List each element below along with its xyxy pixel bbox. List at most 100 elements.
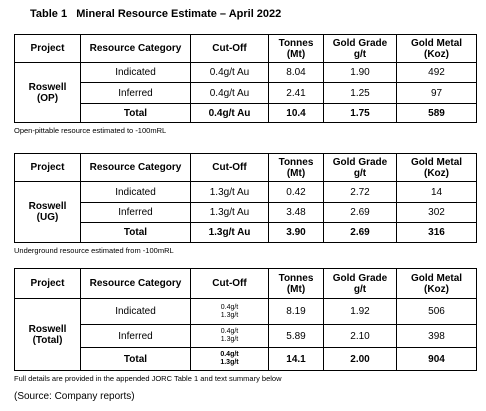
header-text: Cut-Off [212,43,247,54]
metal-cell: 14 [396,181,477,203]
metal-cell: 316 [396,222,477,243]
cutoff-text: 1.3g/t Au [209,186,250,198]
data-row: Roswell (OP) Indicated 0.4g/t Au 8.04 1.90 492 [14,62,477,123]
resource-table: Project Resource Category Cut-Off Tonnes (Mt… [14,153,477,243]
tonnes-cell: 3.48 [268,202,324,223]
cutoff-cell: 0.4g/t Au [190,62,269,83]
cutoff-cell: 1.3g/t Au [190,181,269,203]
tonnes-cell: 2.41 [268,82,324,104]
category-cell: Total [80,103,191,123]
cutoff-text: 0.4g/t [220,328,239,335]
cutoff-cell: 0.4g/t 1.3g/t [190,324,269,348]
header-text: Tonnes [278,156,314,168]
header-text: Resource Category [89,278,182,289]
header-text: (Koz) [424,283,449,295]
header-cell: Gold Metal (Koz) [396,268,477,299]
tonnes-cell: 3.90 [268,222,324,243]
title: Table 1 Mineral Resource Estimate – Apri… [30,8,282,20]
tonnes-cell: 14.1 [268,347,324,371]
header-text: g/t [353,283,367,295]
metal-cell: 97 [396,82,477,104]
cutoff-text: 1.3g/t Au [208,227,251,238]
table-note: Underground resource estimated from -100… [14,246,174,255]
header-cell: Project [14,268,81,299]
header-text: (Koz) [424,48,449,60]
resource-table: Project Resource Category Cut-Off Tonnes (Mt… [14,268,477,371]
project-cell: Roswell (Total) [14,298,81,371]
resource-table: Project Resource Category Cut-Off Tonnes (Mt… [14,34,477,123]
header-row: Project Resource Category Cut-Off Tonnes (Mt… [14,268,477,299]
header-cell: Gold Grade g/t [323,268,397,299]
data-row: Total 0.4g/t Au 10.4 1.75 589 [15,103,477,123]
header-row: Project Resource Category Cut-Off Tonnes (Mt… [14,34,477,63]
header-cell: Resource Category [80,268,191,299]
header-cell: Cut-Off [190,268,269,299]
metal-cell: 904 [396,347,477,371]
tonnes-cell: 10.4 [268,103,324,123]
category-cell: Indicated [80,298,191,325]
header-cell: Tonnes (Mt) [268,268,324,299]
cutoff-text: 0.4g/t Au [209,67,250,78]
header-text: Tonnes [278,37,314,49]
data-row: Inferred 1.3g/t Au 3.48 2.69 302 [15,202,477,223]
grade-cell: 2.00 [323,347,397,371]
project-cell: Roswell (UG) [14,181,81,243]
header-text: Gold Metal [410,37,463,49]
cutoff-cell: 1.3g/t Au [190,202,269,223]
project-text: (Total) [32,334,63,346]
cutoff-text: 1.3g/t [220,359,239,366]
data-row: Roswell (UG) Indicated 1.3g/t Au 0.42 2.72 14 [14,181,477,243]
header-text: Gold Metal [410,272,463,284]
grade-cell: 2.69 [323,202,397,223]
grade-cell: 1.90 [323,62,397,83]
grade-cell: 1.92 [323,298,397,325]
cutoff-cell: 0.4g/t Au [190,82,269,104]
cutoff-cell: 1.3g/t Au [190,222,269,243]
tonnes-cell: 0.42 [268,181,324,203]
cutoff-text: 1.3g/t Au [209,207,250,218]
grade-cell: 2.10 [323,324,397,348]
table-block: Project Resource Category Cut-Off Tonnes (Mt… [14,34,477,135]
project-text: Roswell [28,81,67,93]
header-text: Gold Metal [410,156,463,168]
header-text: Cut-Off [212,162,247,173]
header-cell: Cut-Off [190,34,269,63]
grade-cell: 1.75 [323,103,397,123]
project-text: (UG) [36,212,59,223]
cutoff-text: 0.4g/t Au [209,87,250,99]
grade-cell: 2.69 [323,222,397,243]
cutoff-cell: 0.4g/t Au [190,103,269,123]
table-note: Open-pittable resource estimated to -100… [14,126,167,135]
header-cell: Gold Metal (Koz) [396,153,477,182]
header-text: Resource Category [89,43,182,54]
header-cell: Resource Category [80,153,191,182]
header-text: g/t [353,48,367,60]
metal-cell: 506 [396,298,477,325]
header-cell: Cut-Off [190,153,269,182]
header-text: Project [30,43,65,54]
table-body: Project Resource Category Cut-Off Tonnes (Mt… [14,268,477,371]
table-block: Project Resource Category Cut-Off Tonnes (Mt… [14,268,477,383]
header-text: (Koz) [424,167,449,179]
header-text: (Mt) [286,167,306,179]
tonnes-cell: 8.04 [268,62,324,83]
metal-cell: 302 [396,202,477,223]
metal-cell: 492 [396,62,477,83]
cutoff-text: 0.4g/t Au [208,107,251,119]
metal-cell: 589 [396,103,477,123]
cutoff-cell: 0.4g/t 1.3g/t [190,298,269,325]
header-text: (Mt) [286,48,306,60]
tonnes-cell: 5.89 [268,324,324,348]
category-cell: Indicated [80,181,191,203]
header-text: Tonnes [278,272,314,284]
data-row: Inferred 0.4g/t 1.3g/t 5.89 2.10 398 [15,324,477,348]
data-row: Total 1.3g/t Au 3.90 2.69 316 [15,222,477,243]
header-text: Gold Grade [332,156,388,168]
grade-cell: 2.72 [323,181,397,203]
project-text: Roswell [28,201,67,212]
category-cell: Inferred [80,202,191,223]
project-cell: Roswell (OP) [14,62,81,123]
header-cell: Gold Metal (Koz) [396,34,477,63]
header-row: Project Resource Category Cut-Off Tonnes (Mt… [14,153,477,182]
